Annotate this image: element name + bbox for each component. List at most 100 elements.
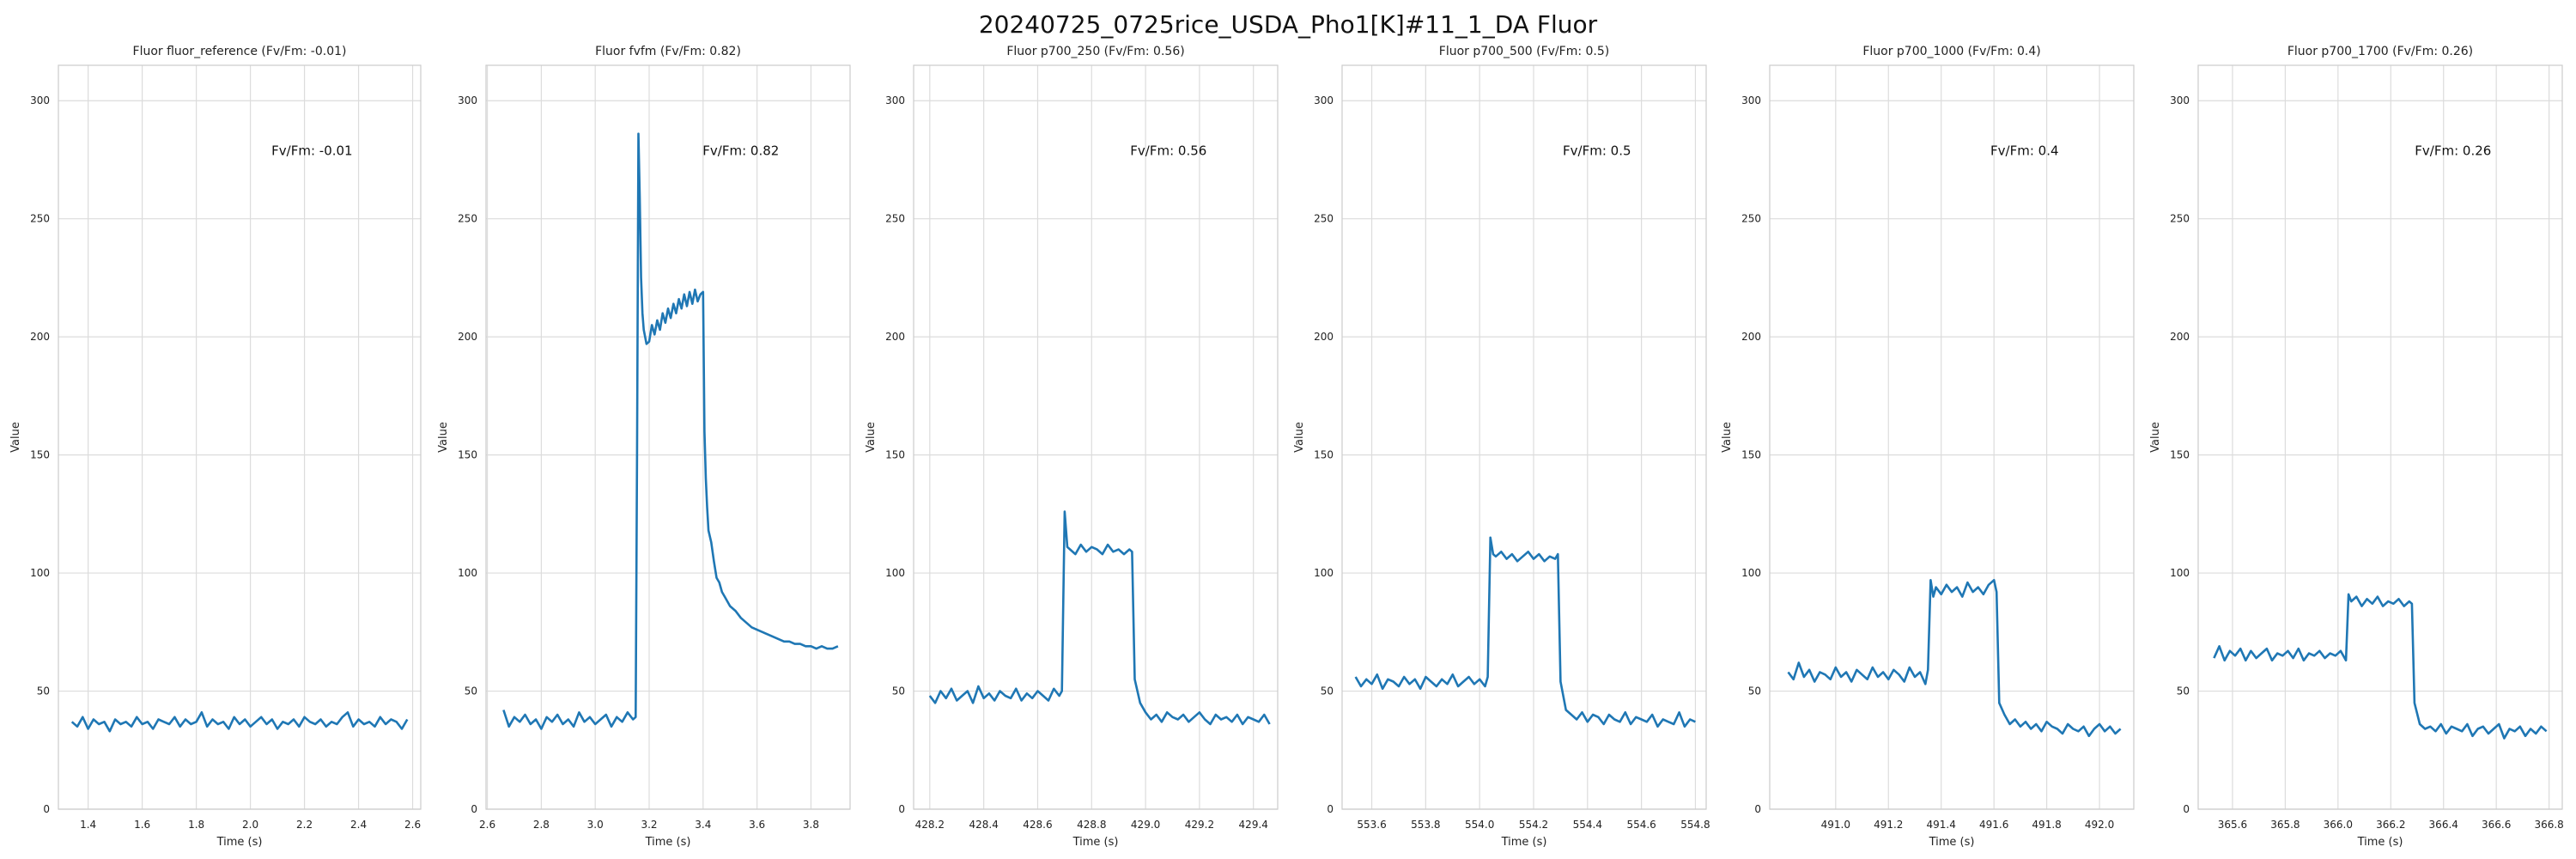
x-tick-label: 2.6 (479, 819, 495, 831)
x-axis-label: Time (s) (1072, 836, 1119, 849)
x-tick-label: 3.8 (803, 819, 819, 831)
fvfm-annotation: Fv/Fm: 0.4 (1990, 143, 2058, 158)
fvfm-annotation: Fv/Fm: 0.56 (1130, 143, 1206, 158)
x-axis-label: Time (s) (645, 836, 691, 849)
x-tick-label: 428.2 (915, 819, 945, 831)
subplot-title: Fluor p700_1000 (Fv/Fm: 0.4) (1862, 45, 2040, 58)
y-tick-label: 0 (898, 803, 905, 815)
plot-area (1770, 65, 2134, 809)
figure-title: 20240725_0725rice_USDA_Pho1[K]#11_1_DA F… (978, 10, 1598, 39)
subplot-4: 0 50 100 150 200 250 300 553.6 553.8 554.0 554.2 55… (1293, 45, 1710, 849)
x-tick-label: 366.2 (2376, 819, 2405, 831)
x-tick-label: 491.8 (2032, 819, 2061, 831)
subplot-title: Fluor p700_500 (Fv/Fm: 0.5) (1439, 45, 1609, 58)
y-tick-label: 150 (30, 449, 50, 461)
fvfm-annotation: Fv/Fm: 0.82 (702, 143, 779, 158)
x-tick-label: 365.6 (2218, 819, 2247, 831)
y-tick-label: 300 (1741, 94, 1761, 107)
subplot-title: Fluor fluor_reference (Fv/Fm: -0.01) (133, 45, 347, 58)
x-tick-label: 1.6 (134, 819, 150, 831)
x-tick-label: 1.8 (188, 819, 204, 831)
y-tick-label: 200 (1314, 331, 1334, 343)
plot-frame (913, 64, 1279, 810)
y-tick-label: 300 (458, 94, 477, 107)
x-tick-label: 491.6 (1979, 819, 2008, 831)
x-tick-label: 366.4 (2429, 819, 2458, 831)
plot-frame (1341, 64, 1707, 810)
y-tick-label: 100 (30, 567, 50, 579)
y-tick-label: 250 (458, 213, 477, 225)
x-tick-label: 491.0 (1821, 819, 1850, 831)
x-tick-label: 2.2 (296, 819, 313, 831)
y-tick-label: 200 (885, 331, 905, 343)
x-axis-label: Time (s) (216, 836, 263, 849)
x-tick-label: 554.2 (1519, 819, 1548, 831)
x-tick-label: 1.4 (80, 819, 96, 831)
x-axis-label: Time (s) (1929, 836, 1975, 849)
y-tick-label: 150 (1314, 449, 1334, 461)
y-tick-label: 50 (1321, 685, 1334, 698)
y-tick-label: 200 (2170, 331, 2190, 343)
x-tick-label: 553.6 (1357, 819, 1386, 831)
x-tick-label: 366.6 (2482, 819, 2511, 831)
plot-area (2198, 65, 2562, 809)
x-tick-label: 365.8 (2270, 819, 2300, 831)
subplot-title: Fluor p700_250 (Fv/Fm: 0.56) (1006, 45, 1184, 58)
x-tick-label: 3.6 (749, 819, 765, 831)
y-tick-label: 0 (2183, 803, 2190, 815)
x-tick-label: 2.0 (242, 819, 258, 831)
x-tick-label: 428.6 (1023, 819, 1052, 831)
plot-frame (485, 64, 851, 810)
y-axis-label: Value (9, 422, 22, 453)
series-line-1 (502, 132, 839, 730)
fvfm-annotation: Fv/Fm: 0.5 (1563, 143, 1631, 158)
y-axis-label: Value (1293, 422, 1306, 453)
x-axis-label: Time (s) (2357, 836, 2403, 849)
y-tick-label: 200 (1741, 331, 1761, 343)
y-axis-label: Value (2149, 422, 2162, 453)
y-tick-label: 300 (2170, 94, 2190, 107)
y-tick-label: 250 (1314, 213, 1334, 225)
x-axis-label: Time (s) (1501, 836, 1547, 849)
y-tick-label: 100 (458, 567, 477, 579)
subplot-title: Fluor fvfm (Fv/Fm: 0.82) (595, 45, 741, 58)
y-tick-label: 250 (30, 213, 50, 225)
x-tick-label: 2.4 (350, 819, 367, 831)
y-tick-label: 250 (885, 213, 905, 225)
x-tick-label: 3.0 (587, 819, 604, 831)
x-tick-label: 3.2 (641, 819, 657, 831)
y-tick-label: 50 (2177, 685, 2190, 698)
x-tick-label: 2.6 (404, 819, 421, 831)
y-tick-label: 300 (1314, 94, 1334, 107)
fvfm-annotation: Fv/Fm: -0.01 (271, 143, 352, 158)
plot-frame (2197, 64, 2563, 810)
y-tick-label: 200 (30, 331, 50, 343)
x-tick-label: 491.2 (1874, 819, 1903, 831)
y-tick-label: 0 (43, 803, 50, 815)
x-tick-label: 429.2 (1185, 819, 1214, 831)
x-tick-label: 428.4 (969, 819, 998, 831)
x-tick-label: 554.8 (1680, 819, 1710, 831)
fvfm-annotation: Fv/Fm: 0.26 (2415, 143, 2491, 158)
y-tick-label: 50 (1748, 685, 1761, 698)
subplot-1: 0 50 100 150 200 250 300 1.4 1.6 1.8 2.0 2.2 2.4 2.6 F… (9, 45, 422, 849)
y-tick-label: 150 (2170, 449, 2190, 461)
y-tick-label: 150 (1741, 449, 1761, 461)
series-line-1 (1354, 536, 1696, 728)
plot-frame (1769, 64, 2135, 810)
y-tick-label: 150 (458, 449, 477, 461)
x-tick-label: 554.6 (1626, 819, 1656, 831)
y-tick-label: 300 (885, 94, 905, 107)
y-tick-label: 50 (892, 685, 905, 698)
x-tick-label: 554.0 (1465, 819, 1494, 831)
y-axis-label: Value (1721, 422, 1734, 453)
x-tick-label: 366.0 (2324, 819, 2353, 831)
series-line-1 (928, 510, 1271, 726)
plot-frame (58, 64, 422, 810)
series-line-1 (1787, 578, 2122, 738)
y-tick-label: 250 (1741, 213, 1761, 225)
y-tick-label: 50 (37, 685, 50, 698)
subplot-5: 0 50 100 150 200 250 300 491.0 491.2 491.4 491.6 49… (1721, 45, 2135, 849)
